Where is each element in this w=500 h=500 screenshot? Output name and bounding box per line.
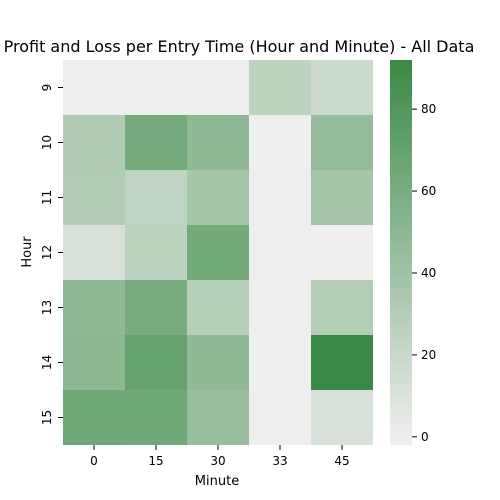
x-tick-label: 30 [210,454,225,468]
heatmap-cell-h11-m33 [249,170,311,225]
y-axis-ticks: 9 10 11 12 13 14 15 [40,84,63,425]
colorbar-tick-label: 20 [421,348,436,362]
y-tick-label: 9 [40,84,54,92]
heatmap-cells [63,60,373,445]
heatmap-cell-h10-m30 [187,115,249,170]
heatmap-cell-h9-m45 [311,60,373,115]
heatmap-cell-h10-m33 [249,115,311,170]
heatmap-cell-h11-m15 [125,170,187,225]
x-axis-label: Minute [195,474,239,489]
y-tick-label: 12 [40,245,54,260]
colorbar-tick-label: 0 [421,430,429,444]
heatmap-cell-h12-m33 [249,225,311,280]
colorbar-ticks: 0 20 40 60 80 [412,102,436,444]
heatmap-cell-h13-m30 [187,280,249,335]
heatmap-cell-h15-m30 [187,390,249,445]
x-axis-ticks: 0 15 30 33 45 [90,445,350,468]
x-tick-label: 33 [272,454,287,468]
heatmap-cell-h11-m45 [311,170,373,225]
heatmap-cell-h13-m0 [63,280,125,335]
heatmap-cell-h9-m30 [187,60,249,115]
y-tick-label: 10 [40,135,54,150]
heatmap-cell-h11-m0 [63,170,125,225]
heatmap-cell-h11-m30 [187,170,249,225]
heatmap-cell-h14-m0 [63,335,125,390]
heatmap-cell-h10-m45 [311,115,373,170]
heatmap-cell-h15-m45 [311,390,373,445]
x-tick-label: 0 [90,454,98,468]
x-tick-label: 45 [334,454,349,468]
x-tick-label: 15 [148,454,163,468]
heatmap-cell-h10-m0 [63,115,125,170]
y-tick-label: 13 [40,300,54,315]
heatmap-cell-h9-m15 [125,60,187,115]
y-tick-label: 15 [40,410,54,425]
heatmap-cell-h10-m15 [125,115,187,170]
heatmap-cell-h15-m15 [125,390,187,445]
y-axis-label: Hour [20,236,35,268]
heatmap-cell-h13-m45 [311,280,373,335]
heatmap-cell-h14-m15 [125,335,187,390]
heatmap-cell-h12-m30 [187,225,249,280]
heatmap-cell-h13-m15 [125,280,187,335]
heatmap-cell-h12-m45 [311,225,373,280]
heatmap-cell-h9-m33 [249,60,311,115]
colorbar-tick-label: 40 [421,266,436,280]
heatmap-cell-h15-m33 [249,390,311,445]
heatmap-cell-h14-m30 [187,335,249,390]
colorbar-tick-label: 80 [421,102,436,116]
colorbar [390,60,412,445]
heatmap-cell-h12-m0 [63,225,125,280]
heatmap-cell-h13-m33 [249,280,311,335]
heatmap-cell-h12-m15 [125,225,187,280]
colorbar-tick-label: 60 [421,184,436,198]
y-tick-label: 14 [40,355,54,370]
y-tick-label: 11 [40,190,54,205]
heatmap-cell-h14-m45 [311,335,373,390]
heatmap-cell-h9-m0 [63,60,125,115]
heatmap-cell-h14-m33 [249,335,311,390]
chart-title: Profit and Loss per Entry Time (Hour and… [4,37,475,56]
heatmap-cell-h15-m0 [63,390,125,445]
